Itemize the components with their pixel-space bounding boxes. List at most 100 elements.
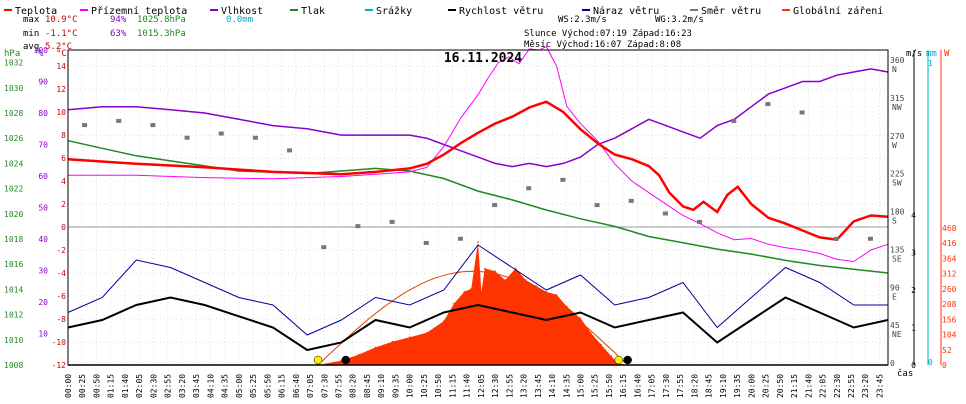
- stats-label-0: max: [23, 15, 40, 25]
- tick-wm2-5: 208: [942, 300, 957, 309]
- radiation-point-5: [408, 336, 411, 338]
- chart-title: 16.11.2024: [444, 51, 522, 66]
- radiation-point-24: [600, 343, 602, 346]
- legend-label-0: Teplota: [15, 6, 57, 17]
- stats-temp-2: 5.2°C: [45, 42, 72, 52]
- wind-dir-point-23: [867, 236, 873, 241]
- tick-x-8: 03:20: [178, 374, 187, 398]
- wind-dir-point-1: [116, 118, 122, 123]
- series-ground-temp: [68, 45, 889, 263]
- wind-dir-point-10: [423, 240, 429, 245]
- tick-x-43: 17:55: [676, 374, 685, 398]
- legend-label-7: Směr větru: [701, 5, 761, 17]
- tick-dir-name-4: S: [892, 217, 897, 226]
- tick-dir-deg-1: 315: [890, 94, 905, 103]
- tick-dir-deg-0: 360: [890, 56, 905, 65]
- tick-pct-3: 70: [38, 141, 48, 150]
- tick-x-19: 07:55: [334, 374, 343, 398]
- tick-x-2: 00:50: [92, 374, 101, 398]
- wind-ws: WS:2.3m/s: [558, 15, 607, 25]
- tick-x-28: 11:40: [463, 374, 472, 398]
- radiation-point-22: [579, 317, 582, 319]
- tick-x-15: 06:15: [278, 374, 287, 398]
- radiation-point-10: [470, 288, 472, 290]
- tick-hpa-12: 1008: [4, 361, 23, 370]
- tick-x-13: 05:25: [249, 374, 258, 398]
- tick-wm2-9: 0: [942, 361, 947, 370]
- tick-dir-name-6: E: [892, 292, 897, 301]
- tick-x-48: 20:00: [747, 374, 756, 398]
- tick-degc-2: 10: [56, 108, 66, 117]
- tick-x-39: 16:15: [619, 374, 628, 398]
- tick-pct-2: 80: [38, 109, 48, 118]
- tick-degc-9: -4: [56, 269, 66, 278]
- marker-moonrise: [614, 355, 624, 365]
- stats-hum-1: 63%: [110, 29, 127, 39]
- series-radiation: [317, 242, 629, 365]
- tick-hpa-7: 1018: [4, 235, 23, 244]
- radiation-point-13: [484, 267, 486, 270]
- axis-degc-label: °C: [56, 49, 67, 59]
- tick-x-41: 17:05: [648, 374, 657, 398]
- marker-sunrise: [313, 355, 323, 365]
- tick-hpa-8: 1016: [4, 260, 23, 269]
- tick-x-16: 06:40: [292, 374, 301, 398]
- tick-wm2-3: 312: [942, 270, 957, 279]
- tick-x-55: 22:55: [847, 374, 856, 398]
- tick-x-5: 02:05: [135, 374, 144, 398]
- wind-dir-point-18: [697, 219, 703, 224]
- tick-x-46: 19:10: [719, 374, 728, 398]
- tick-degc-10: -6: [56, 292, 66, 301]
- stats-temp-1: -1.1°C: [45, 29, 78, 39]
- tick-ms-4: 0: [911, 361, 916, 370]
- tick-hpa-5: 1022: [4, 185, 23, 194]
- radiation-theoretical-curve: [317, 270, 626, 366]
- tick-hpa-10: 1012: [4, 311, 23, 320]
- axis-pct-label: %: [38, 49, 44, 59]
- tick-degc-5: 4: [61, 177, 66, 186]
- tick-hpa-9: 1014: [4, 285, 23, 294]
- tick-x-34: 14:10: [548, 374, 557, 398]
- series-humidity: [67, 68, 889, 168]
- tick-x-42: 17:30: [662, 374, 671, 398]
- wind-dir-point-5: [252, 135, 258, 140]
- stats-label-1: min: [23, 29, 39, 39]
- tick-x-29: 12:05: [477, 374, 486, 398]
- radiation-point-20: [555, 293, 558, 296]
- tick-pct-1: 90: [38, 78, 48, 87]
- tick-pct-6: 40: [38, 235, 48, 244]
- tick-degc-7: 0: [61, 223, 66, 232]
- axis-hpa-label: hPa: [4, 49, 20, 59]
- tick-hpa-3: 1026: [4, 134, 23, 143]
- sun-times: Slunce Východ:07:19 Západ:16:23: [524, 29, 692, 39]
- tick-x-47: 19:35: [733, 374, 742, 398]
- tick-x-9: 03:45: [192, 374, 201, 398]
- tick-dir-name-5: SE: [892, 254, 902, 263]
- series-wind-speed: [67, 296, 889, 352]
- tick-x-14: 05:50: [263, 374, 272, 398]
- tick-x-18: 07:30: [320, 374, 329, 398]
- moon-times: Měsíc Východ:16:07 Západ:8:08: [524, 40, 681, 50]
- radiation-point-11: [477, 241, 479, 243]
- radiation-point-4: [391, 340, 394, 343]
- legend-label-1: Přízemní teplota: [91, 5, 187, 17]
- marker-sunset: [623, 355, 632, 365]
- radiation-point-12: [480, 291, 483, 293]
- series-temperature: [67, 100, 889, 242]
- tick-x-52: 21:40: [804, 374, 813, 398]
- tick-pct-7: 30: [38, 267, 48, 276]
- legend-label-4: Srážky: [376, 5, 412, 17]
- tick-x-45: 18:45: [705, 374, 714, 398]
- tick-mm-1: 0: [928, 358, 933, 367]
- tick-mm-0: 1: [928, 59, 933, 68]
- axes: hPa% °C1032103010281026102410221020101810…: [4, 46, 957, 398]
- tick-wm2-8: 52: [942, 346, 952, 355]
- tick-hpa-11: 1010: [4, 336, 23, 345]
- wind-dir-point-13: [526, 186, 532, 191]
- tick-x-21: 08:45: [363, 374, 372, 398]
- marker-moonset: [341, 355, 351, 365]
- tick-pct-9: 10: [38, 330, 48, 339]
- radiation-point-25: [610, 355, 613, 358]
- tick-x-35: 14:35: [562, 374, 571, 398]
- wind-dir-point-8: [355, 224, 361, 229]
